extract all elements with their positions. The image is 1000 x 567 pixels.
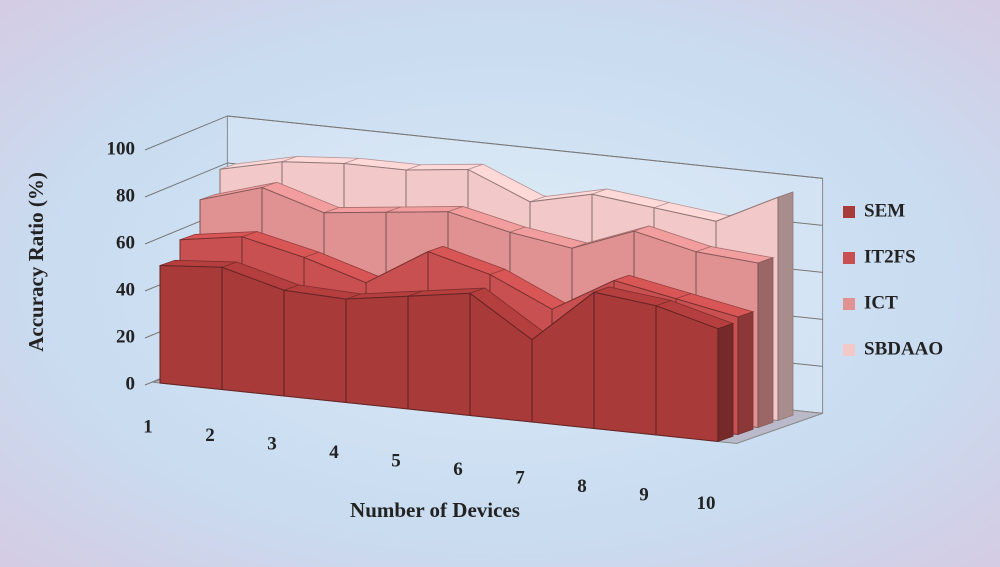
legend-label: ICT [864,292,898,313]
y-tick-label: 60 [116,232,135,253]
area-side [757,257,774,429]
y-tick-label: 0 [126,373,136,394]
legend-swatch [843,206,855,218]
x-tick-label: 4 [329,442,339,463]
legend-swatch [843,344,855,356]
legend-label: SBDAAO [864,338,943,359]
y-tick-label: 20 [116,326,135,347]
plot-area [144,115,824,444]
legend-swatch [843,252,855,264]
x-tick-label: 6 [453,459,463,480]
grid-line [144,115,823,179]
x-tick-label: 5 [391,450,401,471]
y-axis-title: Accuracy Ratio (%) [24,172,48,352]
area-side [717,322,734,443]
x-tick-label: 7 [515,467,525,488]
y-tick-label: 40 [116,279,135,300]
x-axis-title: Number of Devices [350,498,520,522]
area-side [777,191,794,422]
area-side [737,311,754,436]
x-tick-label: 1 [143,416,153,437]
x-tick-label: 8 [577,476,587,497]
y-tick-label: 80 [116,185,135,206]
y-tick-label: 100 [107,138,136,159]
legend-label: SEM [864,200,905,221]
x-tick-label: 3 [267,433,277,454]
legend-swatch [843,298,855,310]
x-tick-label: 10 [697,493,716,514]
x-tick-label: 9 [639,484,649,505]
legend-label: IT2FS [864,246,916,267]
x-tick-label: 2 [205,425,215,446]
